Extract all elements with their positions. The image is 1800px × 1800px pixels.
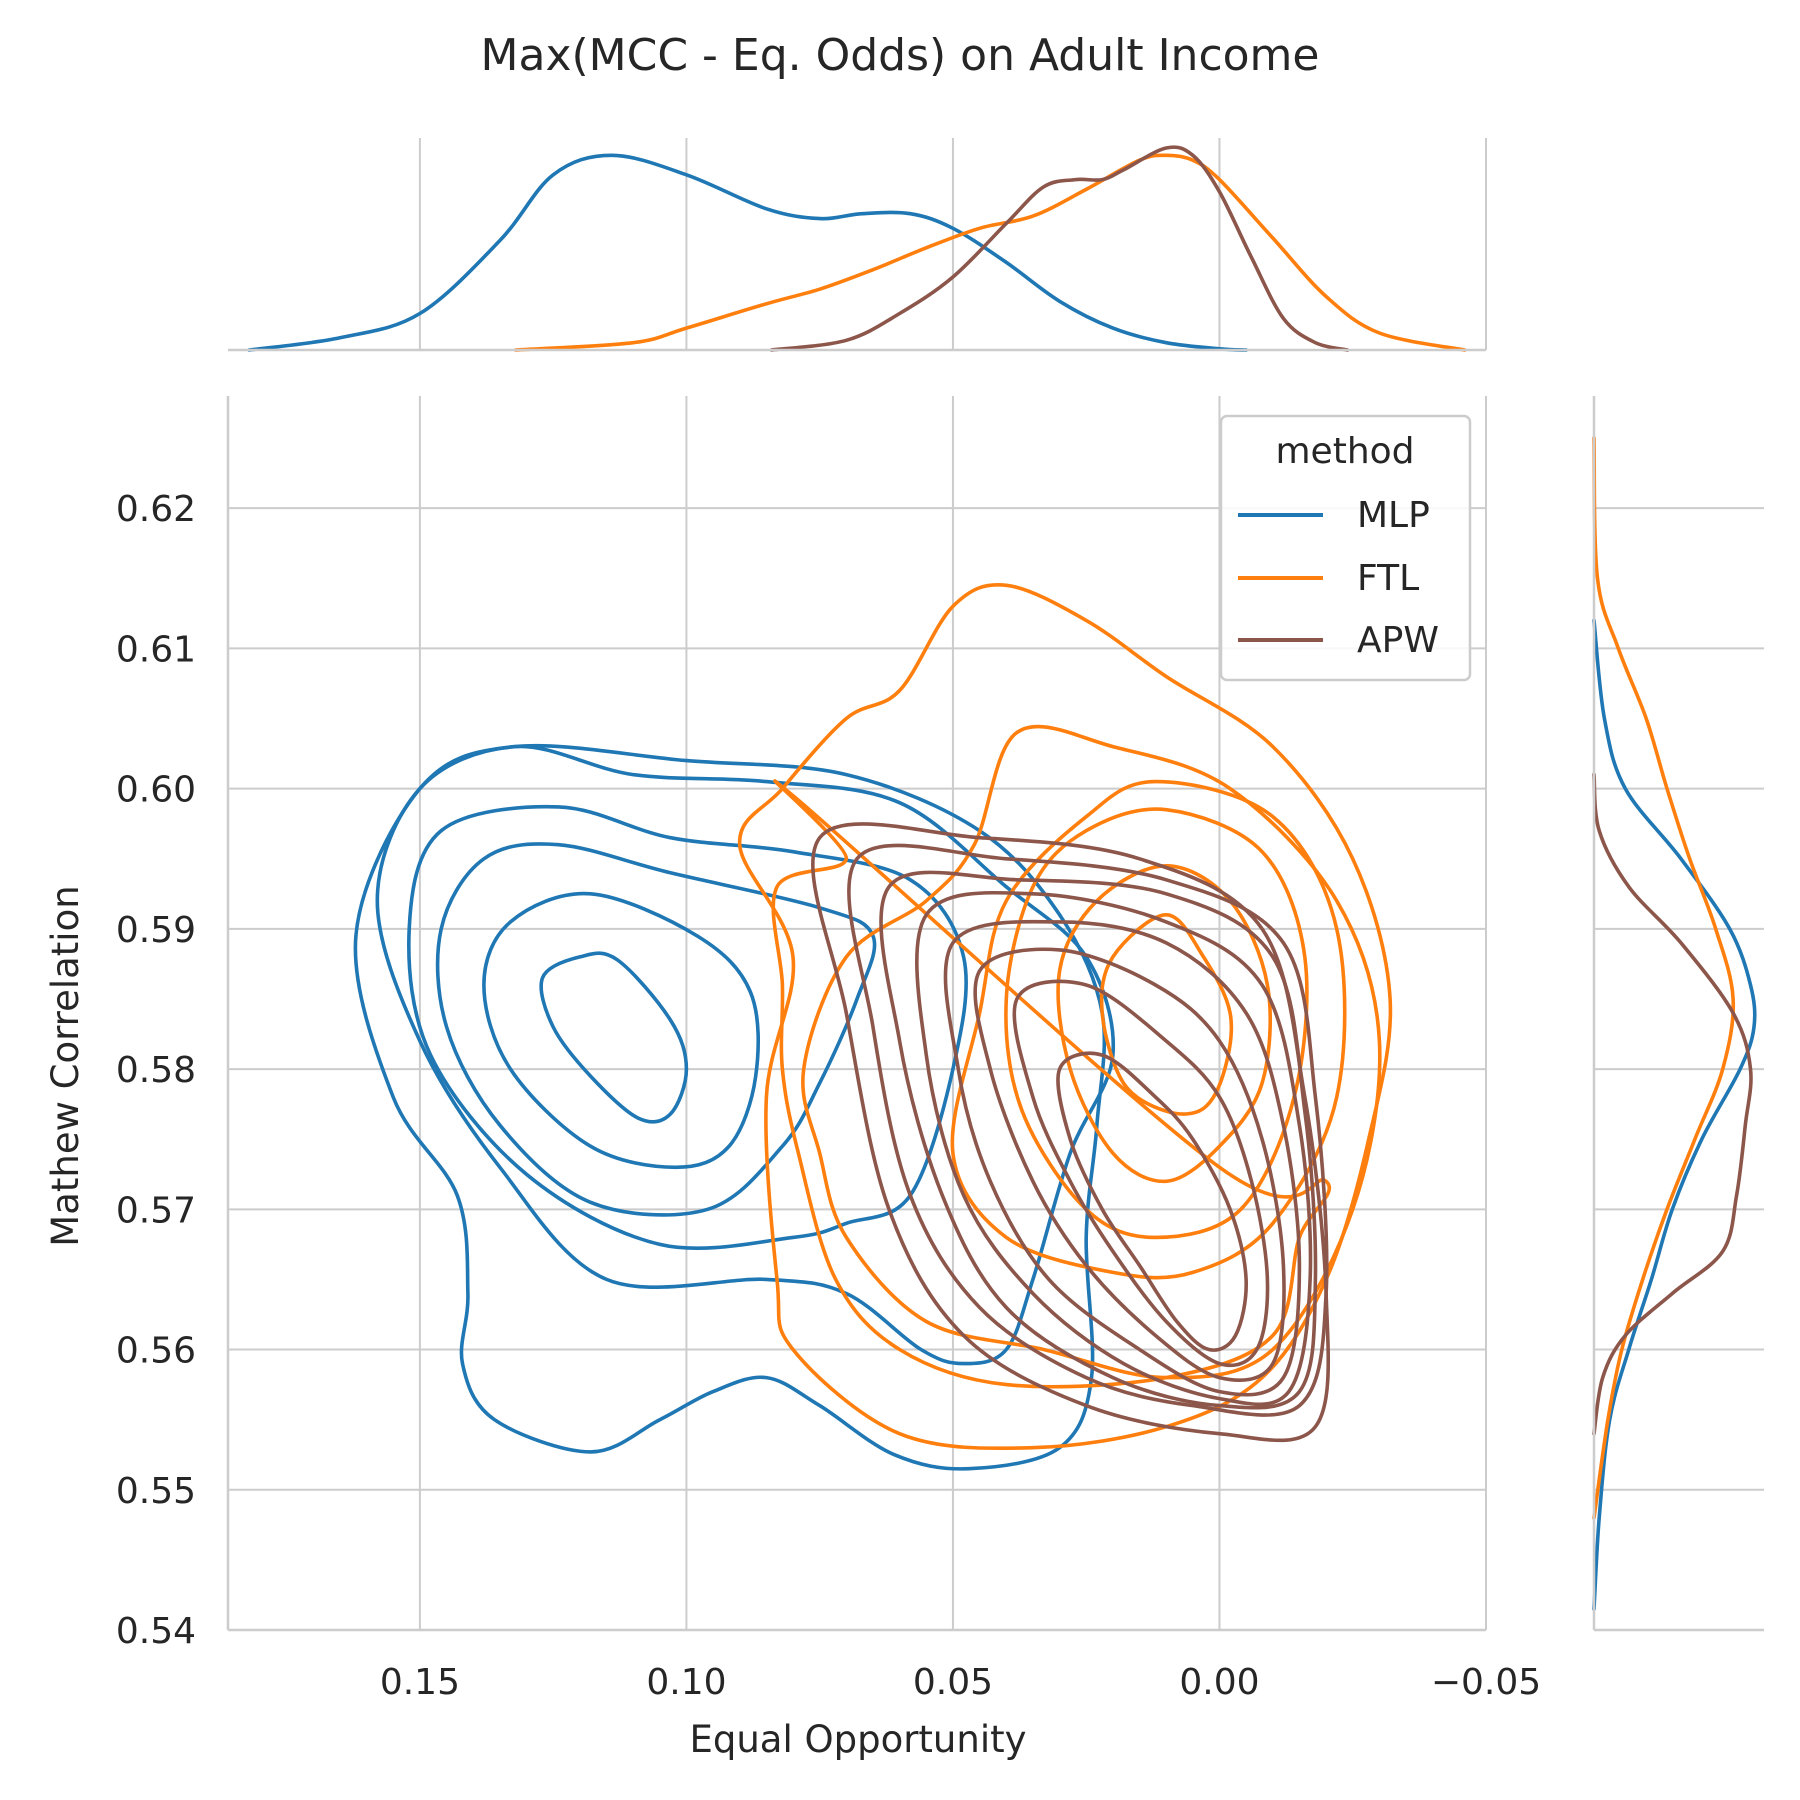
contour-ftl-5 <box>771 779 1332 1389</box>
contour-apw-2 <box>973 947 1286 1383</box>
top-marginal-kde <box>247 145 1467 352</box>
x-axis-label: Equal Opportunity <box>689 1718 1026 1761</box>
legend-label-apw: APW <box>1357 620 1439 661</box>
y-tick-label-1: 0.55 <box>116 1471 196 1512</box>
x-tick-label-3: 0.00 <box>1179 1662 1259 1703</box>
legend-label-ftl: FTL <box>1357 558 1419 599</box>
joint-kde-contours <box>353 583 1393 1471</box>
contour-mlp-0 <box>539 951 689 1124</box>
contour-apw-0 <box>1056 1051 1248 1352</box>
top-kde-apw <box>769 145 1350 352</box>
contour-apw-5 <box>879 870 1318 1410</box>
contour-ftl-4 <box>801 724 1382 1380</box>
top-kde-mlp <box>247 153 1248 352</box>
contour-apw-4 <box>915 890 1313 1407</box>
x-tick-label-1: 0.10 <box>646 1662 726 1703</box>
right-marginal-kde <box>1592 436 1757 1611</box>
y-tick-label-4: 0.58 <box>116 1050 196 1091</box>
y-tick-labels: 0.54 0.55 0.56 0.57 0.58 0.59 0.60 0.61 0.62 <box>116 489 196 1652</box>
contour-apw-6 <box>847 843 1329 1417</box>
contour-ftl-2 <box>1004 807 1309 1240</box>
right-kde-mlp <box>1592 618 1757 1611</box>
x-tick-label-0: 0.15 <box>380 1662 460 1703</box>
contour-ftl-6 <box>737 583 1393 1451</box>
x-tick-label-4: −0.05 <box>1431 1662 1541 1703</box>
chart-title: Max(MCC - Eq. Odds) on Adult Income <box>481 30 1320 81</box>
top-kde-ftl <box>514 153 1467 352</box>
y-tick-label-7: 0.61 <box>116 629 196 670</box>
legend: method MLP FTL APW <box>1219 414 1472 682</box>
y-tick-label-8: 0.62 <box>116 489 196 530</box>
contour-ftl-1 <box>1056 864 1272 1184</box>
contour-mlp-2 <box>435 842 877 1217</box>
x-tick-labels: 0.15 0.10 0.05 0.00 −0.05 <box>380 1662 1541 1703</box>
contour-apw-7 <box>810 822 1331 1443</box>
y-tick-label-3: 0.57 <box>116 1190 196 1231</box>
legend-label-mlp: MLP <box>1357 495 1430 536</box>
contour-mlp-1 <box>482 891 761 1170</box>
axis-spines <box>226 348 1764 1632</box>
contour-ftl-0 <box>1099 913 1234 1116</box>
legend-title: method <box>1275 431 1414 472</box>
y-tick-label-6: 0.60 <box>116 770 196 811</box>
y-tick-label-2: 0.56 <box>116 1331 196 1372</box>
y-tick-label-5: 0.59 <box>116 910 196 951</box>
contour-apw-3 <box>943 919 1302 1397</box>
x-tick-label-2: 0.05 <box>913 1662 993 1703</box>
legend-frame <box>1219 414 1472 682</box>
right-kde-ftl <box>1592 436 1736 1520</box>
y-axis-label: Mathew Correlation <box>44 885 87 1246</box>
contour-apw-1 <box>1012 979 1270 1368</box>
contour-mlp-4 <box>375 744 1116 1366</box>
right-kde-apw <box>1592 772 1753 1436</box>
y-tick-label-0: 0.54 <box>116 1611 196 1652</box>
contour-ftl-3 <box>950 779 1347 1280</box>
